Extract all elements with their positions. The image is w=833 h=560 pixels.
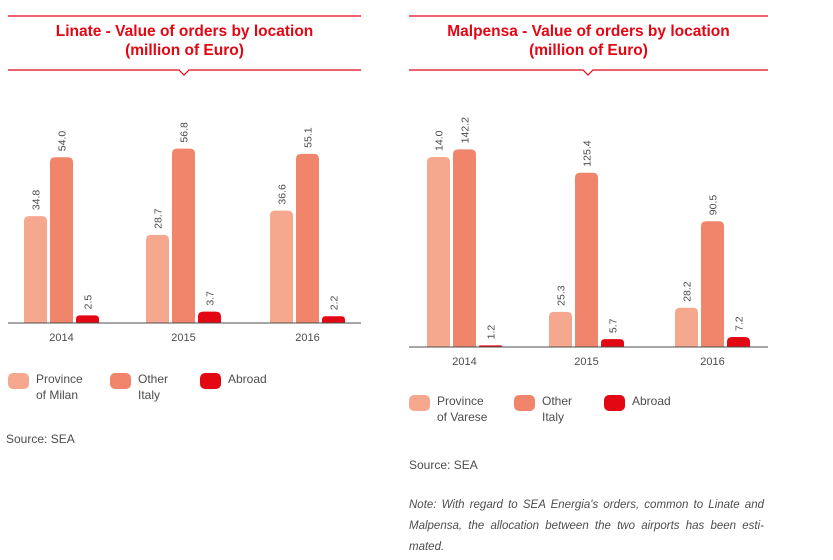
x-tick-2015: 2015 xyxy=(171,332,195,344)
bar-2015-2 xyxy=(601,339,624,347)
legend-label: Abroad xyxy=(228,372,267,386)
value-label-2015-2: 3.7 xyxy=(205,291,217,306)
value-label-2016-1: 55.1 xyxy=(303,127,315,148)
legend-swatch xyxy=(200,373,221,389)
value-label-2015-2: 5.7 xyxy=(608,318,620,333)
value-label-2016-0: 36.6 xyxy=(277,184,289,205)
title-rule xyxy=(8,15,361,76)
value-label-2014-2: 2.5 xyxy=(83,295,95,310)
value-label-2014-1: 54.0 xyxy=(57,131,69,152)
legend-item: Abroad xyxy=(604,393,671,411)
value-label-2016-0: 28.2 xyxy=(682,281,694,302)
value-label-2015-0: 25.3 xyxy=(556,285,568,306)
linate-title-line1: Linate - Value of orders by location xyxy=(55,23,314,40)
legend-swatch xyxy=(514,395,535,411)
malpensa-panel: Malpensa - Value of orders by location (… xyxy=(409,0,768,560)
value-label-2014-0: 34.8 xyxy=(31,190,43,211)
malpensa-bar-chart: 14.0 142.2 1.2 2014 25.3 125.4 5.7 2015 28.2 90.5… xyxy=(409,15,768,368)
linate-source: Source: SEA xyxy=(6,432,75,446)
value-label-2015-1: 125.4 xyxy=(582,140,594,166)
legend-swatch xyxy=(8,373,29,389)
value-label-2015-0: 28.7 xyxy=(153,208,165,229)
bars: 34.8 54.0 2.5 2014 28.7 56.8 3.7 2015 36.6 55.1 2.… xyxy=(24,122,345,344)
value-label-2016-1: 90.5 xyxy=(708,195,720,216)
title-rule xyxy=(409,15,768,76)
legend-item: Province of Milan xyxy=(8,371,83,403)
value-label-2014-2: 1.2 xyxy=(486,325,498,340)
x-tick-2014: 2014 xyxy=(49,332,73,344)
bar-2016-1 xyxy=(701,221,724,347)
bar-2014-0 xyxy=(427,157,450,347)
legend-item: Province of Varese xyxy=(409,393,487,425)
bar-2014-0 xyxy=(24,216,47,323)
bar-2014-1 xyxy=(50,157,73,323)
legend-label: Other Italy xyxy=(542,394,573,424)
bar-2015-0 xyxy=(549,311,572,347)
bar-2014-1 xyxy=(453,149,476,347)
value-label-2014-1: 142.2 xyxy=(460,117,472,143)
bar-2016-0 xyxy=(270,210,293,323)
legend-item: Other Italy xyxy=(514,393,572,425)
x-tick-2016: 2016 xyxy=(700,356,724,368)
value-label-2014-0: 14.0 xyxy=(434,130,446,151)
malpensa-title-line1: Malpensa - Value of orders by location xyxy=(447,23,730,40)
x-tick-2015: 2015 xyxy=(574,356,598,368)
bar-2016-0 xyxy=(675,307,698,347)
linate-bar-chart: 34.8 54.0 2.5 2014 28.7 56.8 3.7 2015 36.6 55.1 2.… xyxy=(8,15,361,344)
bar-2016-2 xyxy=(322,316,345,323)
legend-swatch xyxy=(110,373,131,389)
malpensa-source: Source: SEA xyxy=(409,458,478,472)
bar-2015-2 xyxy=(198,311,221,323)
legend-label: Other Italy xyxy=(138,372,169,402)
value-label-2015-1: 56.8 xyxy=(179,122,191,143)
bars: 14.0 142.2 1.2 2014 25.3 125.4 5.7 2015 28.2 90.5… xyxy=(427,117,750,368)
linate-title: Linate - Value of orders by location (mi… xyxy=(8,22,361,60)
legend-label: Province of Varese xyxy=(437,394,488,424)
bar-2015-1 xyxy=(172,148,195,323)
malpensa-note: Note: With regard to SEA Energia's order… xyxy=(409,499,764,553)
legend-item: Abroad xyxy=(200,371,267,389)
value-label-2016-2: 7.2 xyxy=(734,316,746,331)
x-tick-2014: 2014 xyxy=(452,356,476,368)
legend-label: Province of Milan xyxy=(36,372,83,402)
value-label-2016-2: 2.2 xyxy=(329,295,341,310)
bar-2016-2 xyxy=(727,336,750,347)
legend-swatch xyxy=(409,395,430,411)
bar-2016-1 xyxy=(296,153,319,323)
malpensa-title: Malpensa - Value of orders by location (… xyxy=(409,22,768,60)
bar-2015-0 xyxy=(146,234,169,323)
legend-swatch xyxy=(604,395,625,411)
legend-item: Other Italy xyxy=(110,371,168,403)
bar-2014-2 xyxy=(76,315,99,323)
linate-panel: Linate - Value of orders by location (mi… xyxy=(6,0,361,560)
bar-2015-1 xyxy=(575,172,598,347)
malpensa-title-line2: (million of Euro) xyxy=(529,42,648,59)
legend-label: Abroad xyxy=(632,394,671,408)
linate-title-line2: (million of Euro) xyxy=(125,42,244,59)
x-tick-2016: 2016 xyxy=(295,332,319,344)
